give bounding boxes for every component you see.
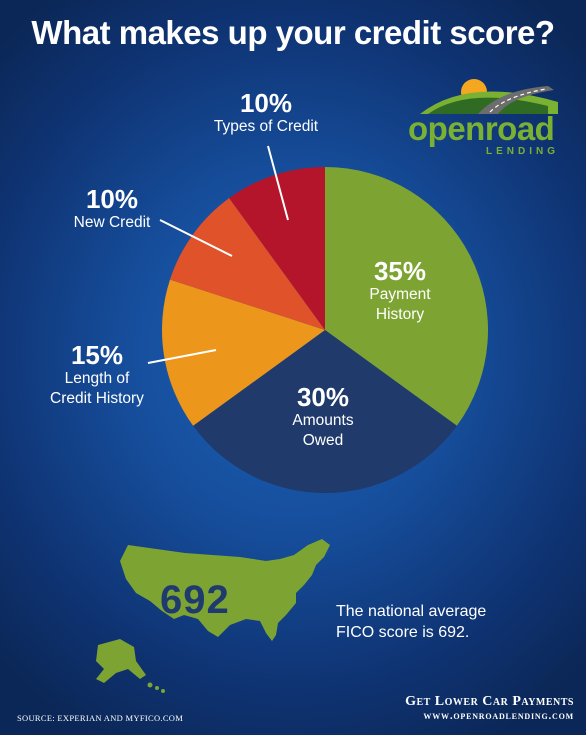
page-title: What makes up your credit score? bbox=[31, 14, 555, 51]
pie-slice-new-credit bbox=[169, 198, 325, 330]
logo-road-icon bbox=[420, 79, 558, 114]
national-average-score: 692 bbox=[160, 578, 230, 622]
slice-label-new-credit: 10% New Credit bbox=[50, 184, 174, 233]
slice-label-payment-history: 35% Payment History bbox=[335, 256, 465, 324]
openroad-logo: openroad LENDING bbox=[408, 70, 578, 162]
promo-url: www.openroadlending.com bbox=[423, 710, 574, 722]
leader-line bbox=[267, 145, 289, 221]
slice-name: Amounts Owed bbox=[292, 412, 354, 449]
slice-label-length-of-credit-history: 15% Length of Credit History bbox=[28, 340, 166, 408]
slice-name: Length of Credit History bbox=[50, 370, 144, 407]
pie-slice-length-of-credit-history bbox=[161, 279, 325, 426]
pie-slice-types-of-credit bbox=[229, 167, 325, 330]
slice-label-amounts-owed: 30% Amounts Owed bbox=[258, 382, 388, 450]
pie-slice-amounts-owed bbox=[193, 330, 457, 493]
slice-pct: 15% bbox=[70, 340, 124, 370]
slice-pct: 35% bbox=[373, 256, 427, 286]
slice-name: New Credit bbox=[73, 214, 151, 232]
leader-line bbox=[159, 219, 233, 257]
slice-pct: 10% bbox=[85, 184, 139, 214]
promo-block: Get Lower Car Payments www.openroadlendi… bbox=[405, 694, 574, 722]
leader-line bbox=[147, 349, 217, 364]
promo-headline: Get Lower Car Payments bbox=[405, 694, 574, 709]
slice-label-types-of-credit: 10% Types of Credit bbox=[195, 88, 337, 137]
us-map-icon bbox=[96, 539, 330, 693]
logo-subtitle: LENDING bbox=[486, 146, 559, 157]
slice-name: Payment History bbox=[369, 286, 431, 323]
national-average-text: The national average FICO score is 692. bbox=[336, 603, 487, 641]
slice-name: Types of Credit bbox=[213, 118, 319, 136]
slice-pct: 10% bbox=[239, 88, 293, 118]
slice-pct: 30% bbox=[296, 382, 350, 412]
logo-wordmark: openroad bbox=[408, 110, 555, 147]
source-note: SOURCE: EXPERIAN AND MYFICO.COM bbox=[17, 713, 184, 723]
pie-slice-payment-history bbox=[325, 167, 488, 426]
